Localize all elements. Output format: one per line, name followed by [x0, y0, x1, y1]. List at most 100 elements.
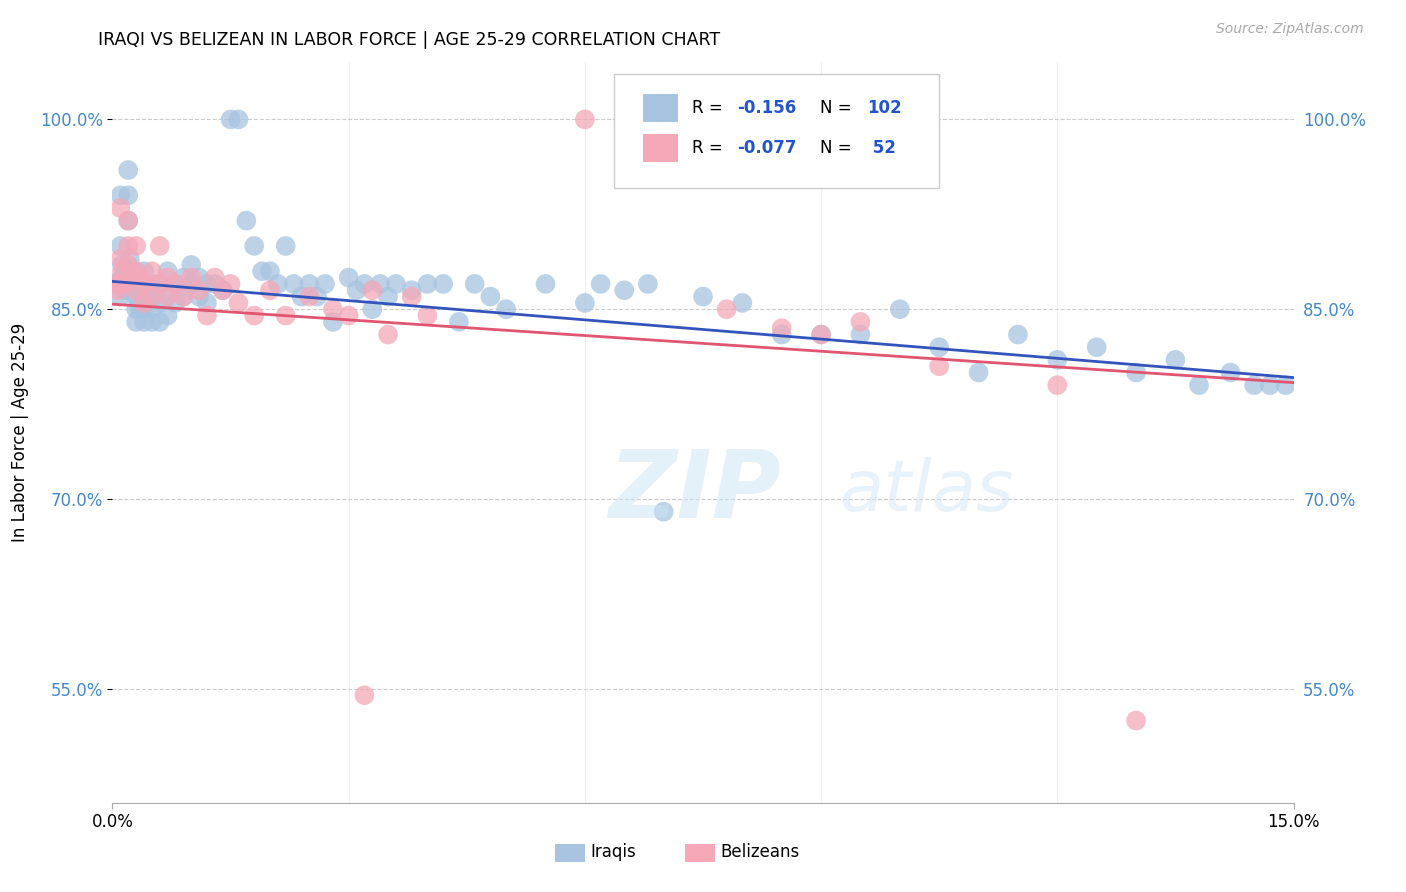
- Point: [574, 296, 596, 310]
- Point: [117, 258, 139, 272]
- Point: [141, 302, 163, 317]
- Point: [967, 366, 990, 380]
- Point: [377, 289, 399, 303]
- Text: ZIP: ZIP: [609, 446, 782, 538]
- Point: [1046, 352, 1069, 367]
- Point: [111, 264, 134, 278]
- Point: [149, 239, 172, 253]
- Point: [368, 277, 391, 291]
- Point: [110, 239, 132, 253]
- Point: [298, 277, 321, 291]
- Point: [219, 277, 242, 291]
- Point: [117, 188, 139, 202]
- Point: [129, 302, 152, 317]
- Point: [243, 309, 266, 323]
- Point: [149, 296, 172, 310]
- Point: [250, 264, 273, 278]
- Text: Belizeans: Belizeans: [721, 844, 800, 862]
- Point: [322, 315, 344, 329]
- Point: [180, 277, 202, 291]
- Point: [110, 289, 132, 303]
- Point: [156, 309, 179, 323]
- Point: [156, 289, 179, 303]
- Point: [125, 264, 148, 278]
- Point: [110, 188, 132, 202]
- Point: [1085, 340, 1108, 354]
- Point: [115, 264, 138, 278]
- Point: [125, 264, 148, 278]
- Point: [117, 264, 139, 278]
- Text: -0.156: -0.156: [737, 99, 797, 118]
- Y-axis label: In Labor Force | Age 25-29: In Labor Force | Age 25-29: [11, 323, 28, 542]
- Point: [589, 277, 612, 291]
- Point: [112, 277, 135, 291]
- Point: [574, 112, 596, 127]
- Point: [228, 112, 250, 127]
- Point: [1243, 378, 1265, 392]
- Point: [195, 277, 218, 291]
- Point: [117, 163, 139, 178]
- Point: [267, 277, 290, 291]
- Point: [165, 277, 187, 291]
- Point: [1258, 378, 1281, 392]
- Point: [298, 289, 321, 303]
- Point: [1125, 714, 1147, 728]
- Point: [127, 289, 149, 303]
- Point: [401, 283, 423, 297]
- Point: [322, 302, 344, 317]
- Point: [243, 239, 266, 253]
- Point: [125, 315, 148, 329]
- Point: [110, 201, 132, 215]
- Point: [228, 296, 250, 310]
- Point: [149, 277, 172, 291]
- Point: [121, 270, 143, 285]
- Point: [534, 277, 557, 291]
- Point: [849, 315, 872, 329]
- Text: atlas: atlas: [839, 458, 1014, 526]
- Text: IRAQI VS BELIZEAN IN LABOR FORCE | AGE 25-29 CORRELATION CHART: IRAQI VS BELIZEAN IN LABOR FORCE | AGE 2…: [98, 31, 720, 49]
- Point: [118, 252, 141, 266]
- Point: [172, 289, 194, 303]
- Point: [401, 289, 423, 303]
- Point: [637, 277, 659, 291]
- Point: [1219, 366, 1241, 380]
- Point: [928, 359, 950, 374]
- Point: [353, 277, 375, 291]
- Point: [136, 289, 159, 303]
- Point: [132, 277, 155, 291]
- Point: [132, 296, 155, 310]
- Point: [810, 327, 832, 342]
- Point: [172, 289, 194, 303]
- Point: [110, 252, 132, 266]
- Point: [195, 309, 218, 323]
- Point: [156, 289, 179, 303]
- Point: [149, 315, 172, 329]
- Point: [716, 302, 738, 317]
- Point: [314, 277, 336, 291]
- Point: [692, 289, 714, 303]
- Text: N =: N =: [820, 138, 856, 157]
- Point: [117, 239, 139, 253]
- Point: [125, 283, 148, 297]
- Point: [132, 277, 155, 291]
- Point: [132, 315, 155, 329]
- Point: [346, 283, 368, 297]
- Point: [149, 277, 172, 291]
- Point: [105, 277, 128, 291]
- Point: [274, 309, 297, 323]
- Point: [129, 270, 152, 285]
- Point: [889, 302, 911, 317]
- Point: [165, 296, 187, 310]
- Point: [1046, 378, 1069, 392]
- Point: [112, 270, 135, 285]
- Point: [165, 277, 187, 291]
- Point: [132, 302, 155, 317]
- Point: [337, 309, 360, 323]
- Point: [156, 264, 179, 278]
- Point: [180, 258, 202, 272]
- Point: [1164, 352, 1187, 367]
- Point: [447, 315, 470, 329]
- Point: [731, 296, 754, 310]
- Point: [141, 277, 163, 291]
- Point: [141, 289, 163, 303]
